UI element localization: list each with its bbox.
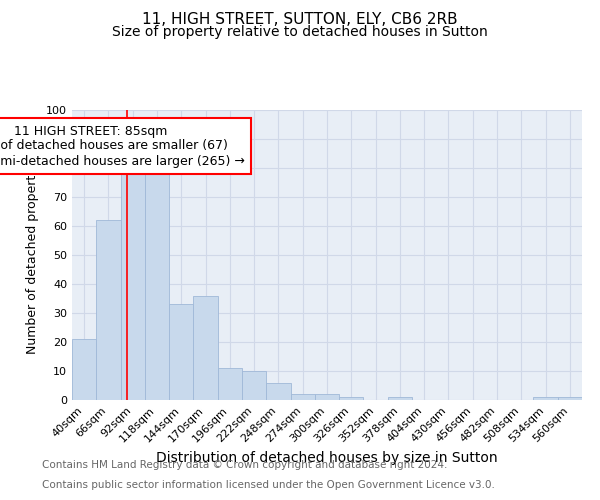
Text: Contains HM Land Registry data © Crown copyright and database right 2024.: Contains HM Land Registry data © Crown c… [42,460,448,470]
X-axis label: Distribution of detached houses by size in Sutton: Distribution of detached houses by size … [156,451,498,465]
Bar [169,304,193,400]
Text: 11 HIGH STREET: 85sqm
← 20% of detached houses are smaller (67)
79% of semi-deta: 11 HIGH STREET: 85sqm ← 20% of detached … [0,124,244,168]
Text: 11, HIGH STREET, SUTTON, ELY, CB6 2RB: 11, HIGH STREET, SUTTON, ELY, CB6 2RB [142,12,458,28]
Bar [96,220,121,400]
Text: Size of property relative to detached houses in Sutton: Size of property relative to detached ho… [112,25,488,39]
Bar [388,397,412,400]
Bar [339,397,364,400]
Bar [121,174,145,400]
Bar [315,394,339,400]
Y-axis label: Number of detached properties: Number of detached properties [26,156,39,354]
Text: Contains public sector information licensed under the Open Government Licence v3: Contains public sector information licen… [42,480,495,490]
Bar [145,171,169,400]
Bar [266,382,290,400]
Bar [72,339,96,400]
Bar [193,296,218,400]
Bar [218,368,242,400]
Bar [290,394,315,400]
Bar [242,371,266,400]
Bar [558,397,582,400]
Bar [533,397,558,400]
